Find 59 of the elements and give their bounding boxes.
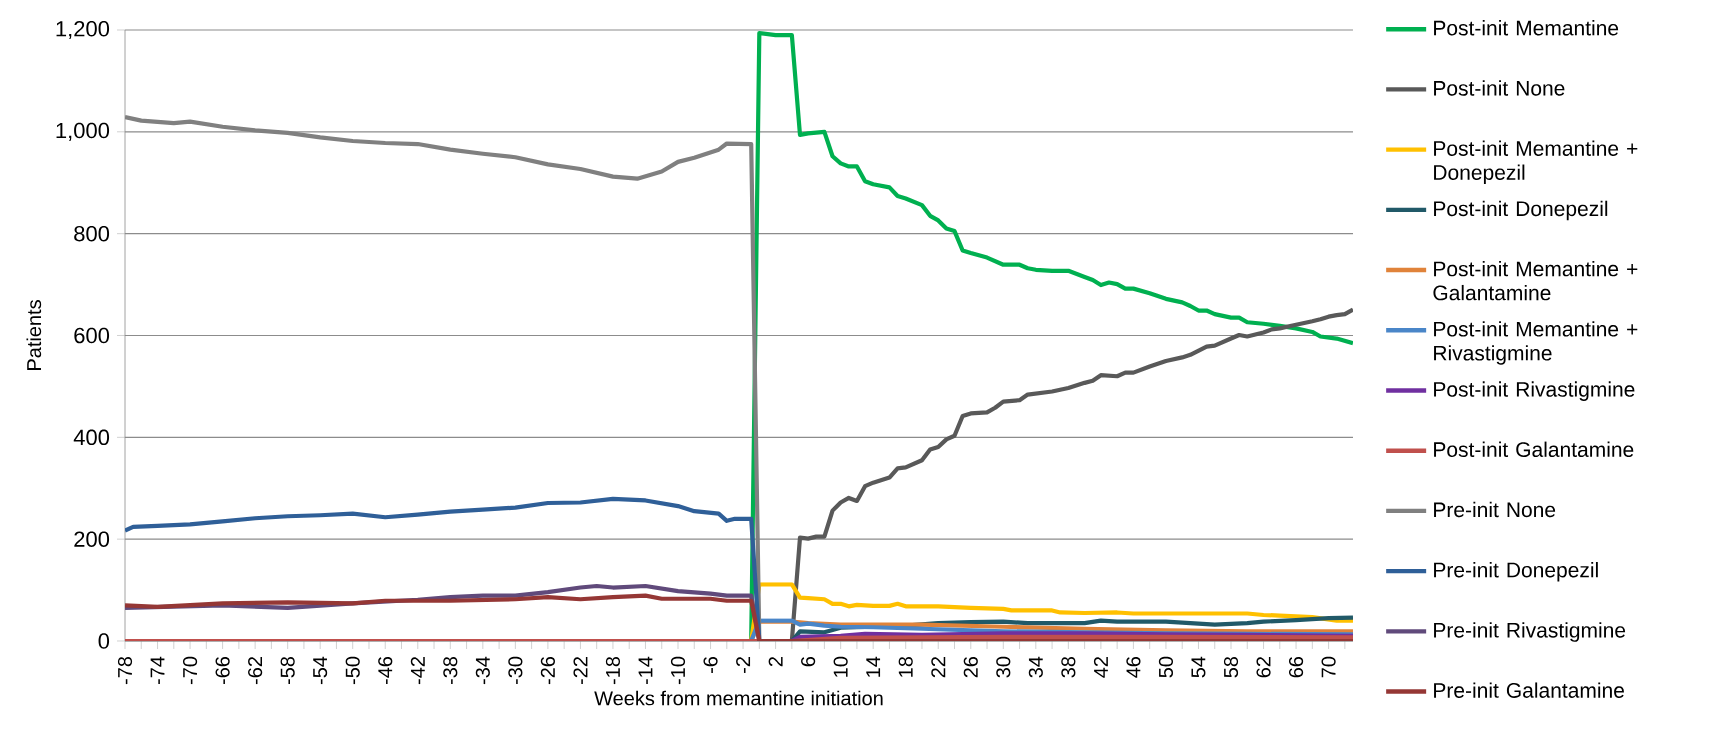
y-tick-label: 200: [74, 531, 110, 547]
x-tick-label: 34: [1028, 656, 1043, 678]
legend-label: Pre-init Donepezil: [1434, 562, 1598, 582]
x-tick-label: -66: [215, 656, 230, 685]
x-tick-label: 62: [1256, 657, 1271, 678]
y-tick-label: 800: [74, 225, 110, 242]
x-tick-label: 18: [898, 656, 913, 677]
x-tick-label: -50: [345, 656, 360, 685]
x-tick-label: -78: [117, 656, 133, 685]
legend-label: Post-init Memantine + Rivastigmine: [1434, 321, 1638, 365]
x-tick-label: -74: [150, 656, 165, 685]
x-tick-label: 14: [866, 656, 881, 677]
x-tick-label: 22: [931, 657, 946, 678]
x-tick-label: 58: [1223, 656, 1239, 678]
x-tick-label: -46: [378, 656, 393, 685]
legend-label: Post-init Rivastigmine: [1434, 381, 1635, 401]
y-tick-label: 600: [74, 327, 110, 344]
x-tick-label: -22: [573, 657, 588, 685]
x-tick-label: 38: [1061, 656, 1076, 678]
legend-label: Post-init None: [1434, 80, 1565, 96]
x-tick-label: 42: [1093, 657, 1108, 678]
x-tick-label: 30: [996, 656, 1011, 678]
x-tick-label: 66: [1288, 656, 1304, 678]
x-axis-title: Weeks from memantine initiation: [594, 690, 883, 706]
legend-label: Post-init Memantine + Galantamine: [1433, 260, 1638, 301]
x-tick-label: -26: [540, 656, 555, 685]
x-tick-label: 70: [1321, 656, 1336, 678]
x-tick-label: 54: [1191, 656, 1206, 678]
x-tick-label: 2: [768, 657, 783, 667]
x-tick-label: -14: [638, 656, 653, 685]
legend-label: Pre-init Galantamine: [1434, 682, 1624, 698]
x-tick-label: -2: [736, 657, 751, 673]
x-tick-label: -42: [410, 657, 425, 685]
x-tick-label: -70: [183, 656, 198, 685]
legend-label: Post-init Donepezil: [1434, 200, 1608, 221]
legend-label: Post-init Memantine: [1434, 20, 1619, 36]
x-tick-label: -54: [313, 656, 328, 685]
y-tick-label: 1,000: [56, 122, 110, 141]
x-tick-label: 10: [833, 656, 848, 677]
x-tick-label: 46: [1126, 656, 1141, 678]
x-tick-label: 26: [963, 656, 978, 678]
x-tick-label: 6: [801, 656, 816, 667]
y-tick-label: 400: [73, 429, 110, 446]
x-tick-label: -30: [508, 656, 523, 685]
x-tick-label: 50: [1158, 656, 1174, 678]
y-tick-label: 0: [98, 633, 110, 649]
x-tick-label: -34: [475, 656, 490, 685]
x-tick-label: -38: [443, 656, 458, 685]
legend-label: Pre-init Rivastigmine: [1434, 622, 1626, 642]
legend-label: Pre-init None: [1434, 501, 1556, 518]
legend-label: Post-init Galantamine: [1434, 441, 1634, 458]
legend-label: Post-init Memantine + Donepezil: [1434, 140, 1638, 185]
x-tick-label: -58: [280, 656, 295, 685]
y-axis-title: Patients: [26, 300, 42, 370]
y-tick-label: 1,200: [56, 20, 110, 40]
x-tick-label: -18: [605, 656, 621, 685]
x-tick-label: -6: [703, 656, 718, 673]
x-tick-label: -10: [670, 656, 686, 685]
x-tick-label: -62: [248, 657, 263, 685]
